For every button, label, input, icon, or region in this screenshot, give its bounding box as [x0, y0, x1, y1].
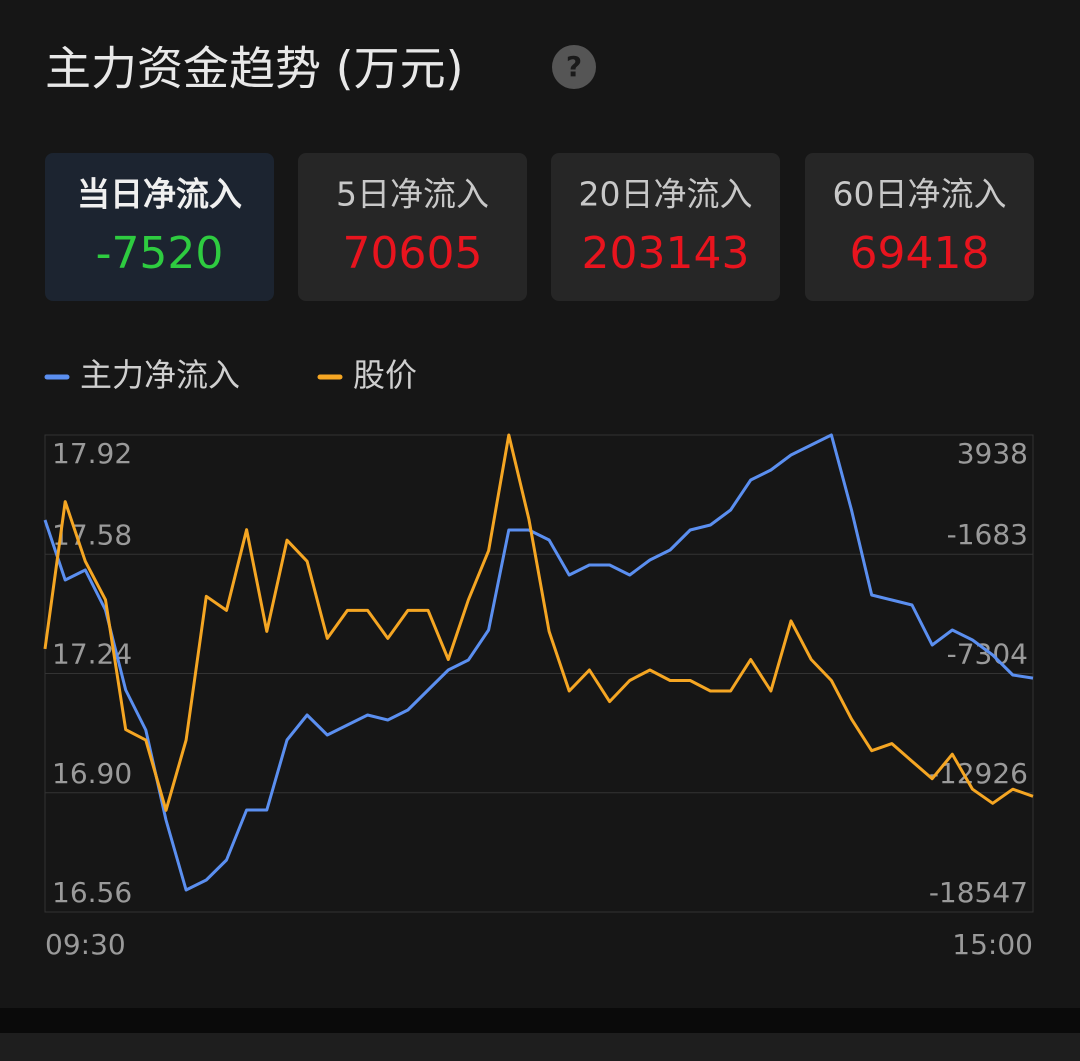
title: 主力资金趋势 (万元): [45, 42, 464, 96]
tab-value[interactable]: -7520: [96, 228, 224, 279]
tab[interactable]: [551, 153, 780, 301]
y2-tick-label: 3938: [957, 437, 1028, 470]
tab[interactable]: [45, 153, 274, 301]
y-tick-label: 16.56: [52, 876, 132, 909]
help-icon[interactable]: [552, 45, 596, 89]
series-line: [43, 433, 1034, 812]
tab-value[interactable]: 203143: [582, 228, 750, 279]
y2-tick-label: -12926: [929, 757, 1028, 790]
help-text[interactable]: ?: [566, 50, 582, 83]
tab-label[interactable]: 20日净流入: [579, 175, 753, 214]
y-tick-label: 17.58: [52, 518, 132, 551]
tab[interactable]: [298, 153, 527, 301]
tab[interactable]: [805, 153, 1034, 301]
legend-label: 主力净流入: [80, 356, 240, 394]
y-tick-label: 17.92: [52, 437, 132, 470]
y-tick-label: 16.90: [52, 757, 132, 790]
tab-label[interactable]: 60日净流入: [833, 175, 1007, 214]
y2-tick-label: -1683: [947, 518, 1028, 551]
tab-label[interactable]: 5日净流入: [336, 175, 489, 214]
divider: [0, 1008, 1080, 1033]
x-tick-label: 09:30: [45, 928, 126, 961]
next-section: [0, 1033, 1080, 1061]
legend-label: 股价: [353, 356, 417, 394]
tab-value[interactable]: 69418: [850, 228, 990, 279]
y2-tick-label: -7304: [947, 637, 1028, 670]
x-tick-label: 15:00: [952, 928, 1033, 961]
y2-tick-label: -18547: [929, 876, 1028, 909]
tab-label[interactable]: 当日净流入: [77, 175, 242, 214]
series-line: [43, 433, 1034, 892]
tab-value[interactable]: 70605: [343, 228, 483, 279]
